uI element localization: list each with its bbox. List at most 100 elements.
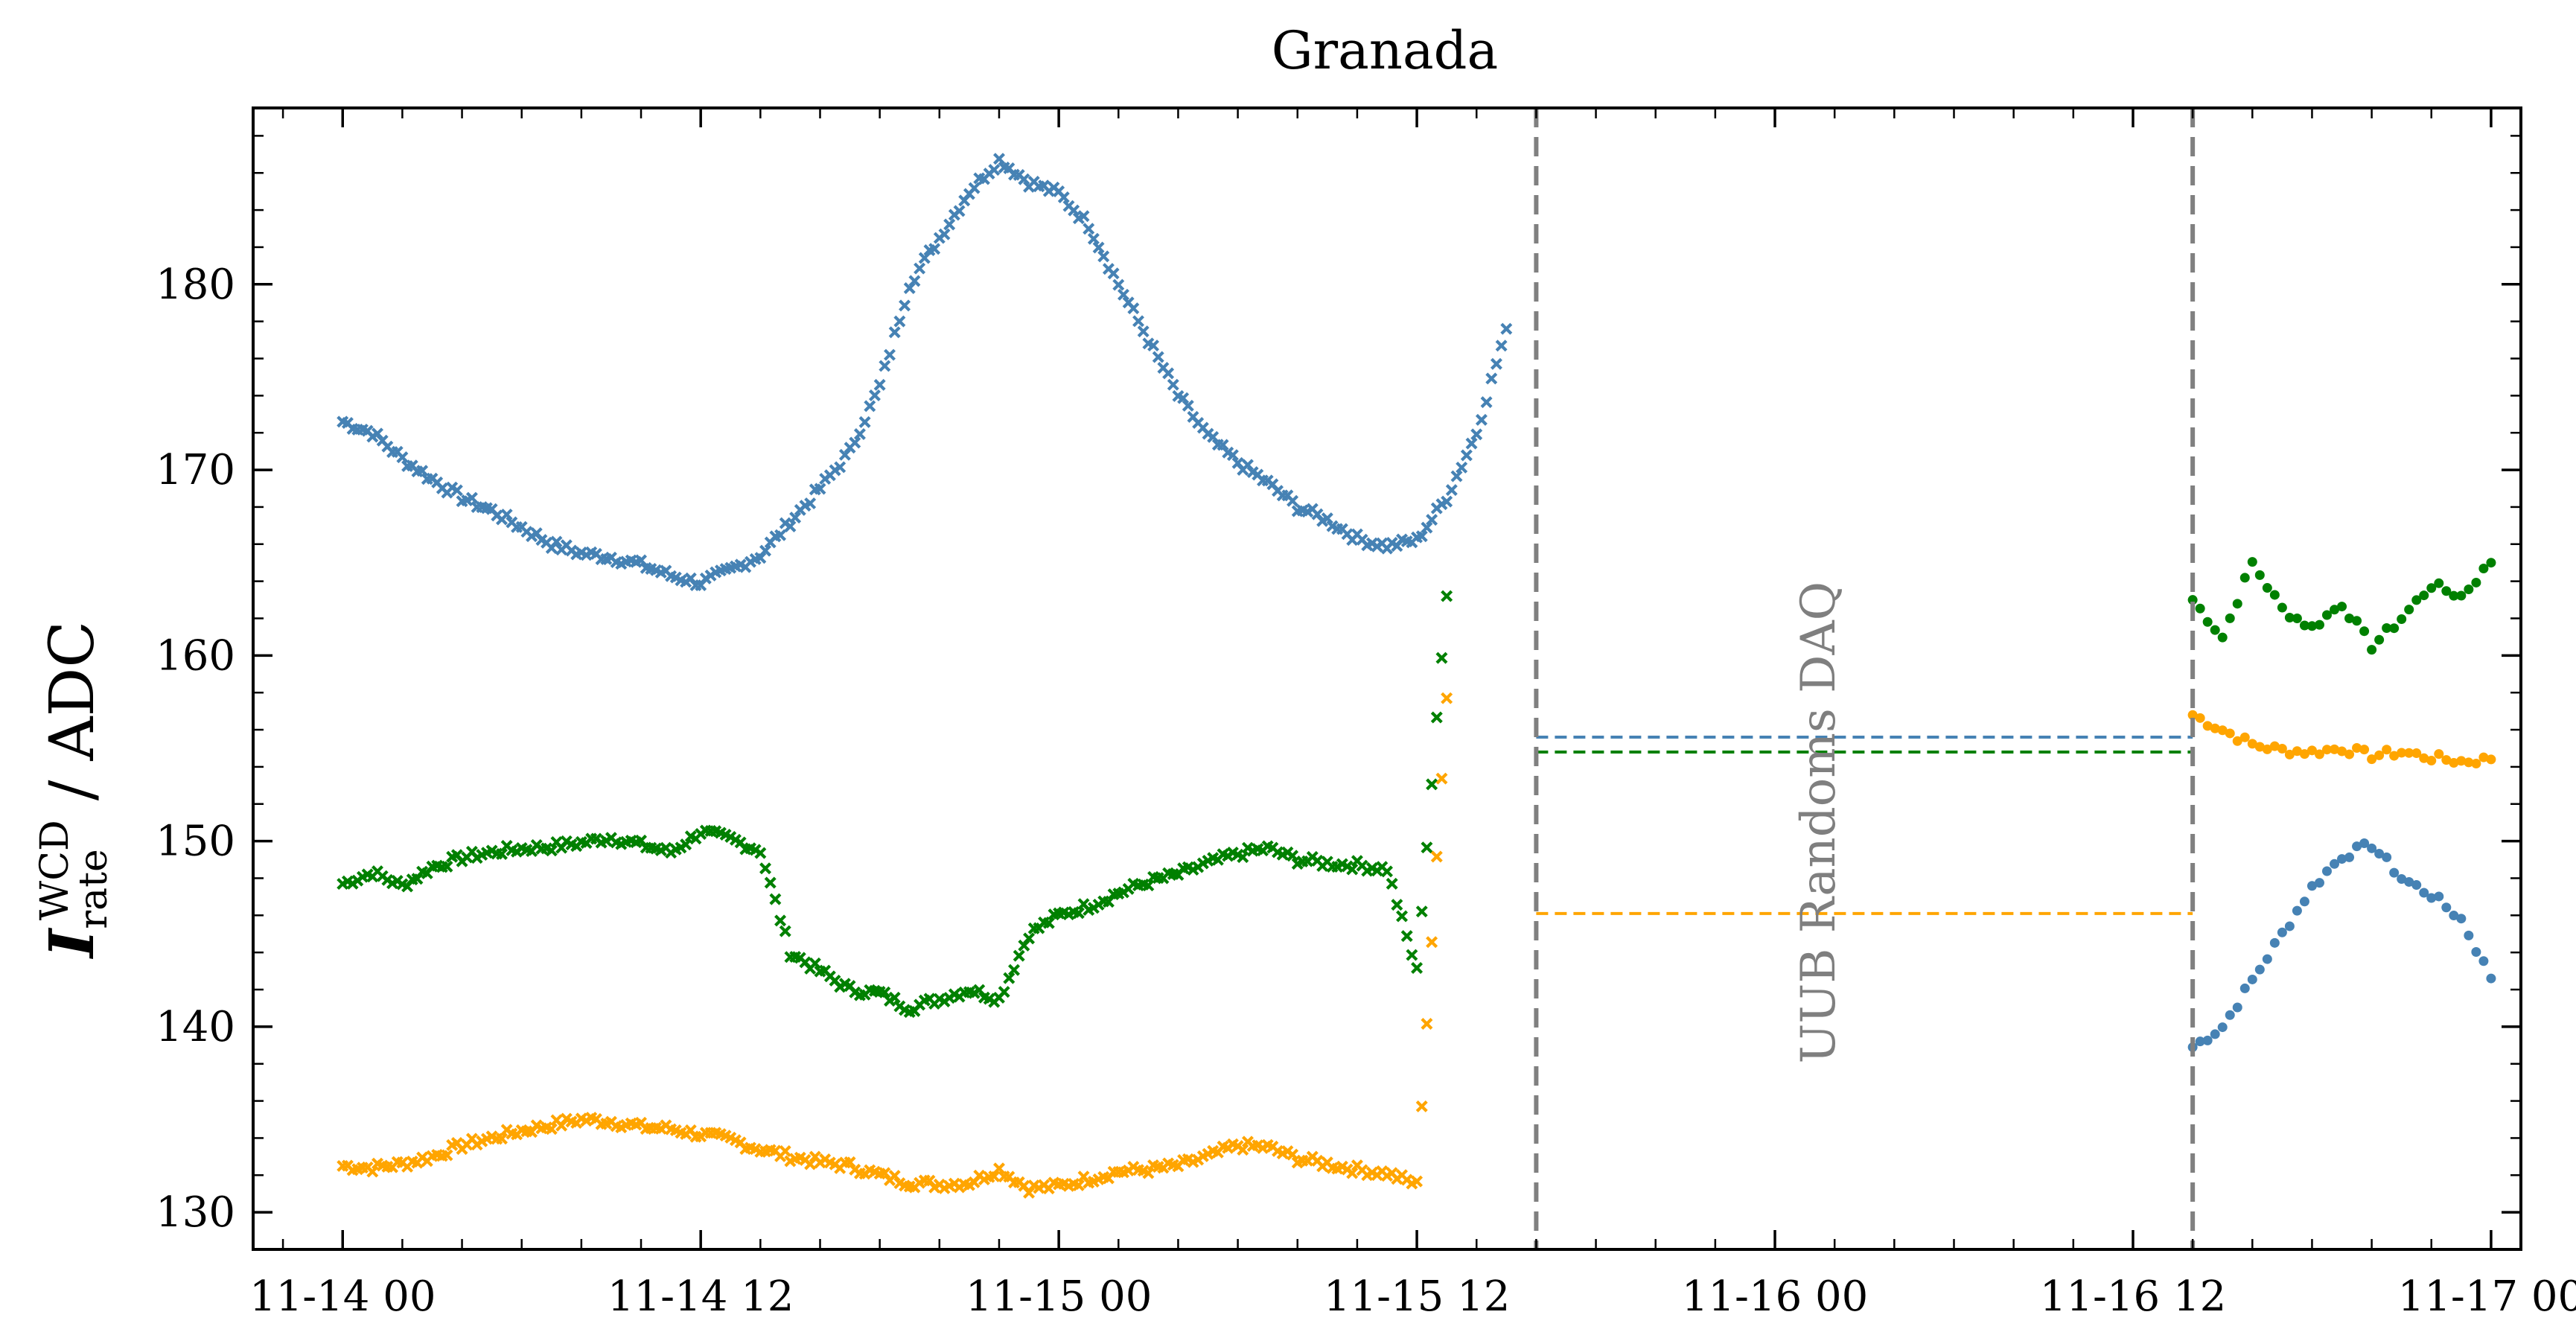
data-point (1421, 841, 1433, 854)
data-point (2314, 878, 2324, 888)
data-point (545, 844, 558, 857)
data-point (899, 299, 911, 312)
data-point (914, 262, 926, 275)
data-point (2284, 921, 2295, 931)
data-point (849, 436, 861, 449)
data-point (754, 847, 767, 859)
data-point (2426, 756, 2437, 766)
data-point (918, 252, 931, 264)
data-point (2225, 613, 2235, 623)
data-point (804, 497, 817, 510)
data-point (1391, 899, 1403, 911)
data-point (1068, 204, 1080, 217)
data-point (879, 360, 891, 372)
data-point (2202, 617, 2213, 627)
data-point (2262, 954, 2272, 964)
data-point (2306, 621, 2317, 631)
data-point (858, 415, 871, 428)
data-point (1142, 879, 1155, 892)
data-point (888, 1170, 901, 1182)
data-point (888, 991, 901, 1004)
data-point (1421, 521, 1433, 534)
data-point (893, 315, 906, 328)
data-point (1421, 1018, 1433, 1030)
plot-area: UUB Randoms DAQ (337, 108, 2496, 1249)
data-point (1003, 972, 1016, 984)
data-point (1241, 459, 1254, 471)
data-point (873, 378, 886, 391)
data-point (2486, 558, 2496, 568)
y-tick-label: 180 (156, 261, 235, 309)
data-point (1117, 288, 1129, 301)
data-point (2478, 564, 2489, 574)
data-point (2404, 605, 2414, 615)
data-point (1072, 907, 1085, 920)
data-point (2254, 742, 2265, 752)
data-point (1127, 302, 1140, 315)
series-5 (2187, 710, 2496, 768)
data-point (2284, 613, 2295, 623)
data-point (2195, 1036, 2205, 1047)
series-1 (2187, 838, 2496, 1052)
data-point (1092, 241, 1105, 254)
data-point (1226, 449, 1239, 462)
x-tick-label: 11-16 12 (2040, 1272, 2227, 1321)
data-point (2262, 744, 2272, 754)
chart-title: Granada (1272, 20, 1498, 81)
data-point (2419, 888, 2429, 898)
svg-text:IrateWCD/ ADC: IrateWCD / ADC (33, 621, 116, 959)
data-point (2382, 623, 2392, 634)
data-point (1177, 392, 1190, 404)
data-point (2478, 956, 2489, 966)
data-point (2419, 753, 2429, 763)
data-point (2359, 745, 2370, 755)
data-point (545, 1123, 558, 1135)
data-point (2441, 755, 2452, 765)
data-point (2195, 603, 2205, 614)
y-tick-label: 140 (156, 1003, 235, 1051)
data-point (2359, 626, 2370, 637)
data-point (1480, 396, 1493, 409)
data-point (2359, 838, 2370, 848)
data-point (2299, 620, 2309, 631)
data-point (416, 465, 429, 477)
data-point (1435, 652, 1448, 664)
data-point (1013, 949, 1025, 962)
data-point (2202, 721, 2213, 731)
data-point (2217, 725, 2228, 736)
data-point (868, 389, 881, 401)
data-point (1346, 863, 1359, 876)
data-point (2471, 947, 2481, 958)
data-point (992, 153, 1005, 165)
data-point (2321, 610, 2332, 620)
data-point (2306, 881, 2317, 891)
y-axis-label: IrateWCD / ADC (33, 621, 116, 959)
data-point (635, 554, 648, 567)
data-point (1406, 949, 1418, 961)
data-point (366, 1165, 379, 1178)
data-point (1490, 357, 1502, 370)
data-point (2187, 710, 2198, 720)
data-point (953, 205, 966, 217)
data-point (943, 218, 956, 231)
data-point (779, 925, 791, 937)
data-point (1217, 439, 1229, 451)
data-point (2486, 754, 2496, 765)
data-point (1396, 910, 1409, 923)
data-point (1077, 210, 1090, 223)
data-point (784, 520, 797, 532)
x-tick-label: 11-17 00 (2398, 1272, 2576, 1321)
data-point (680, 838, 692, 851)
data-point (1083, 223, 1095, 235)
y-label-subscript: rate (71, 849, 116, 929)
data-point (764, 876, 777, 889)
data-point (2441, 586, 2452, 596)
data-point (1097, 250, 1110, 263)
data-point (2321, 745, 2332, 755)
data-point (2434, 578, 2444, 588)
data-point (1237, 1144, 1249, 1156)
data-point (988, 164, 1001, 176)
data-point (998, 986, 1010, 998)
data-point (1415, 905, 1428, 918)
